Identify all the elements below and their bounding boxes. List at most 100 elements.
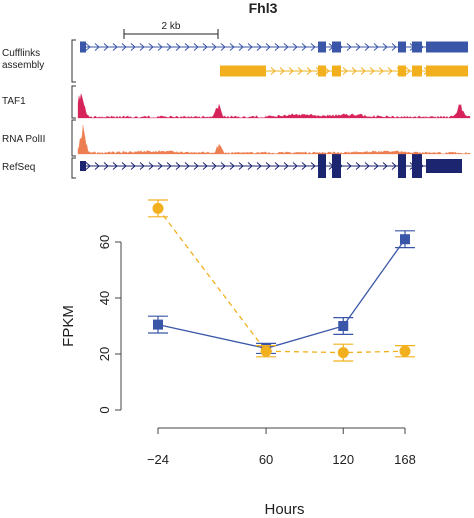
polii-signal [77,124,471,155]
refseq-transcript-exon [332,154,341,178]
chevron [297,67,303,75]
chevron [265,162,271,170]
taf1-signal [77,93,471,119]
chevron [94,43,100,51]
data-point-square [400,234,410,245]
y-axis-title: FPKM [60,305,77,347]
chevron [229,43,235,51]
chevron [85,162,91,170]
cufflinks-transcript-blue-exon [318,41,326,53]
chevron [184,162,190,170]
chevron [279,67,285,75]
chevron [247,43,253,51]
chevron [148,162,154,170]
chevron [387,67,393,75]
chevron [229,162,235,170]
chevron [130,162,136,170]
cufflinks-transcript-blue-exon [426,41,468,53]
chevron [157,162,163,170]
refseq-transcript-exon [318,154,326,178]
track-label-cufflinks-line1: Cufflinks [2,48,40,59]
track-label-taf1: TAF1 [2,96,26,107]
x-axis: −24 60 120 168 [147,427,416,467]
refseq-transcript-exon [412,154,422,178]
track-label-polii: RNA PolII [2,134,45,145]
chevron [139,162,145,170]
chevron [301,162,307,170]
chevron [306,67,312,75]
data-point-square [153,319,163,330]
chevron [382,43,388,51]
y-tick-label: 60 [97,235,112,249]
chevron [324,67,330,75]
chevron [364,43,370,51]
chevron [202,162,208,170]
scale-bar: 2 kb [123,21,219,39]
x-tick-label: 168 [394,452,416,467]
cufflinks-transcript-orange-exon [412,65,422,77]
fpkm-chart: 0 20 40 60 −24 60 120 168 FPKM Hours [60,199,416,518]
chevron [355,43,361,51]
chevron [364,162,370,170]
polii-signal-area [77,124,471,155]
data-point-circle [260,345,272,357]
chevron [175,162,181,170]
refseq-transcript-exon [398,154,406,178]
chevron [292,162,298,170]
y-axis: 0 20 40 60 [97,235,122,414]
x-tick-label: −24 [147,452,169,467]
chevron [265,43,271,51]
gene-title: Fhl3 [249,0,278,16]
cufflinks-transcript-orange-exon [318,65,326,77]
cufflinks-transcript-blue-exon [80,41,86,53]
bracket-cufflinks [71,39,76,83]
chevron [382,162,388,170]
chevron [310,43,316,51]
chevron [346,162,352,170]
y-tick-label: 20 [97,347,112,361]
series-orange-circles [148,199,415,362]
data-point-circle [399,345,411,357]
chevron [166,162,172,170]
cufflinks-transcript-blue-exon [398,41,406,53]
chevron [346,43,352,51]
chevron [292,43,298,51]
track-label-cufflinks-line2: assembly [2,60,44,71]
chevron [373,43,379,51]
refseq-transcript-exon [80,161,86,171]
track-labels: Cufflinks assembly TAF1 RNA PolII RefSeq [2,39,76,179]
y-tick-label: 40 [97,291,112,305]
chevron [202,43,208,51]
chevron [103,43,109,51]
x-axis-title: Hours [264,501,304,518]
chevron [310,162,316,170]
cufflinks-transcript-blue-exon [412,41,422,53]
chevron [211,43,217,51]
chevron [256,43,262,51]
x-tick-label: 60 [259,452,273,467]
chevron [184,43,190,51]
chevron [193,162,199,170]
data-point-square [338,321,349,331]
chevron [121,43,127,51]
chevron [378,67,384,75]
chevron [94,162,100,170]
series-blue-squares [148,230,415,355]
chevron [373,162,379,170]
track-label-refseq: RefSeq [2,162,35,173]
cufflinks-transcript-orange-exon [220,65,266,77]
chevron [355,162,361,170]
gene-tracks [77,41,471,178]
chevron [274,43,280,51]
data-point-circle [152,202,164,214]
chevron [391,43,397,51]
chevron [211,162,217,170]
taf1-signal-area [77,93,471,119]
chevron [274,162,280,170]
scale-bar-label: 2 kb [162,21,181,32]
cufflinks-transcript-blue [80,41,468,53]
chevron [103,162,109,170]
chevron [351,67,357,75]
bracket-polii [71,119,76,157]
chevron [369,67,375,75]
